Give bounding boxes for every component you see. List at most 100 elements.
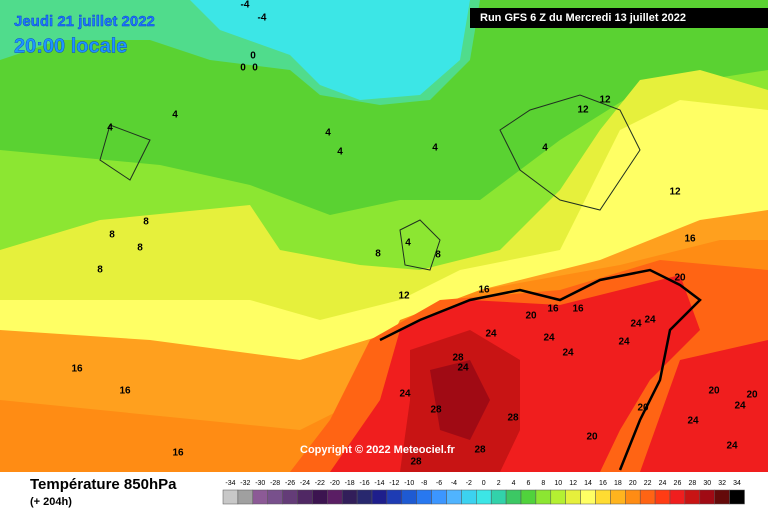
contour-label: 16 [684, 234, 696, 245]
map-background [0, 0, 768, 472]
scale-swatch [327, 489, 343, 505]
scale-label: 34 [733, 480, 741, 487]
scale-label: -20 [330, 480, 340, 487]
contour-label: 28 [474, 445, 486, 456]
contour-label: 8 [375, 249, 381, 260]
contour-label: 12 [577, 105, 589, 116]
scale-label: -10 [404, 480, 414, 487]
contour-label: 24 [734, 401, 746, 412]
scale-label: 0 [482, 480, 486, 487]
contour-label: 24 [644, 315, 656, 326]
contour-label: 16 [547, 304, 559, 315]
contour-label: 4 [107, 123, 113, 134]
scale-swatch [446, 489, 462, 505]
contour-label: -4 [241, 0, 250, 11]
contour-label: 4 [172, 110, 178, 121]
scale-label: -28 [270, 480, 280, 487]
contour-label: 20 [637, 403, 649, 414]
contour-label: 12 [669, 187, 681, 198]
contour-label: 8 [143, 217, 149, 228]
contour-label: 20 [525, 311, 537, 322]
contour-label: 12 [599, 95, 611, 106]
scale-swatch [729, 489, 745, 505]
scale-swatch [550, 489, 566, 505]
contour-label: 28 [452, 353, 464, 364]
contour-label: 8 [109, 230, 115, 241]
scale-swatch [222, 489, 239, 505]
contour-label: -4 [258, 13, 267, 24]
scale-label: 2 [497, 480, 501, 487]
contour-label: 12 [398, 291, 410, 302]
contour-label: 0 [240, 63, 246, 74]
contour-label: 24 [618, 337, 630, 348]
contour-label: 0 [252, 63, 258, 74]
scale-swatch [356, 489, 373, 505]
scale-swatch [312, 489, 328, 505]
contour-label: 4 [337, 147, 343, 158]
contour-label: 4 [432, 143, 438, 154]
scale-label: 26 [674, 480, 682, 487]
contour-label: 16 [478, 285, 490, 296]
contour-label: 8 [97, 265, 103, 276]
scale-swatch [669, 489, 686, 505]
scale-swatch [625, 489, 641, 505]
contour-label: 8 [137, 243, 143, 254]
contour-label: 28 [410, 457, 422, 468]
copyright: Copyright © 2022 Meteociel.fr [300, 444, 456, 456]
contour-label: 24 [485, 329, 497, 340]
scale-swatch [580, 489, 596, 505]
contour-label: 4 [405, 238, 411, 249]
scale-label: -22 [315, 480, 325, 487]
scale-swatch [431, 489, 447, 505]
scale-label: 18 [614, 480, 622, 487]
time-label: 20:00 locale [14, 35, 127, 57]
scale-swatch [297, 489, 313, 505]
scale-label: -32 [240, 480, 250, 487]
contour-label: 16 [172, 448, 184, 459]
scale-label: -24 [300, 480, 310, 487]
scale-swatch [267, 489, 283, 505]
scale-swatch [654, 489, 671, 505]
contour-label: 16 [572, 304, 584, 315]
contour-label: 16 [71, 364, 83, 375]
scale-label: 22 [644, 480, 652, 487]
scale-label: -30 [255, 480, 265, 487]
scale-label: 4 [512, 480, 516, 487]
scale-swatch [282, 489, 298, 505]
scale-label: 10 [554, 480, 562, 487]
run-label: Run GFS 6 Z du Mercredi 13 juillet 2022 [480, 12, 686, 24]
scale-swatch [535, 489, 552, 505]
contour-label: 20 [586, 432, 598, 443]
contour-label: 28 [430, 405, 442, 416]
contour-label: 20 [674, 273, 686, 284]
scale-label: -8 [421, 480, 427, 487]
scale-swatch [461, 489, 477, 505]
run-box [470, 8, 768, 28]
scale-swatch [595, 489, 611, 505]
scale-label: 32 [718, 480, 726, 487]
scale-label: 14 [584, 480, 592, 487]
scale-swatch [699, 489, 715, 505]
scale-label: 8 [541, 480, 545, 487]
contour-label: 8 [435, 250, 441, 261]
contour-label: 24 [687, 416, 699, 427]
scale-swatch [684, 489, 701, 505]
scale-label: 20 [629, 480, 637, 487]
contour-label: 4 [542, 143, 548, 154]
scale-swatch [639, 489, 656, 505]
scale-label: -12 [389, 480, 399, 487]
scale-label: -6 [436, 480, 442, 487]
scale-label: -4 [451, 480, 457, 487]
lead-time: (+ 204h) [30, 496, 72, 508]
contour-label: 24 [630, 319, 642, 330]
contour-label: 16 [119, 386, 131, 397]
scale-label: -14 [374, 480, 384, 487]
contour-label: 24 [562, 348, 574, 359]
contour-label: 28 [507, 413, 519, 424]
contour-label: 24 [726, 441, 738, 452]
scale-swatch [237, 489, 254, 505]
scale-label: -26 [285, 480, 295, 487]
scale-swatch [520, 489, 537, 505]
